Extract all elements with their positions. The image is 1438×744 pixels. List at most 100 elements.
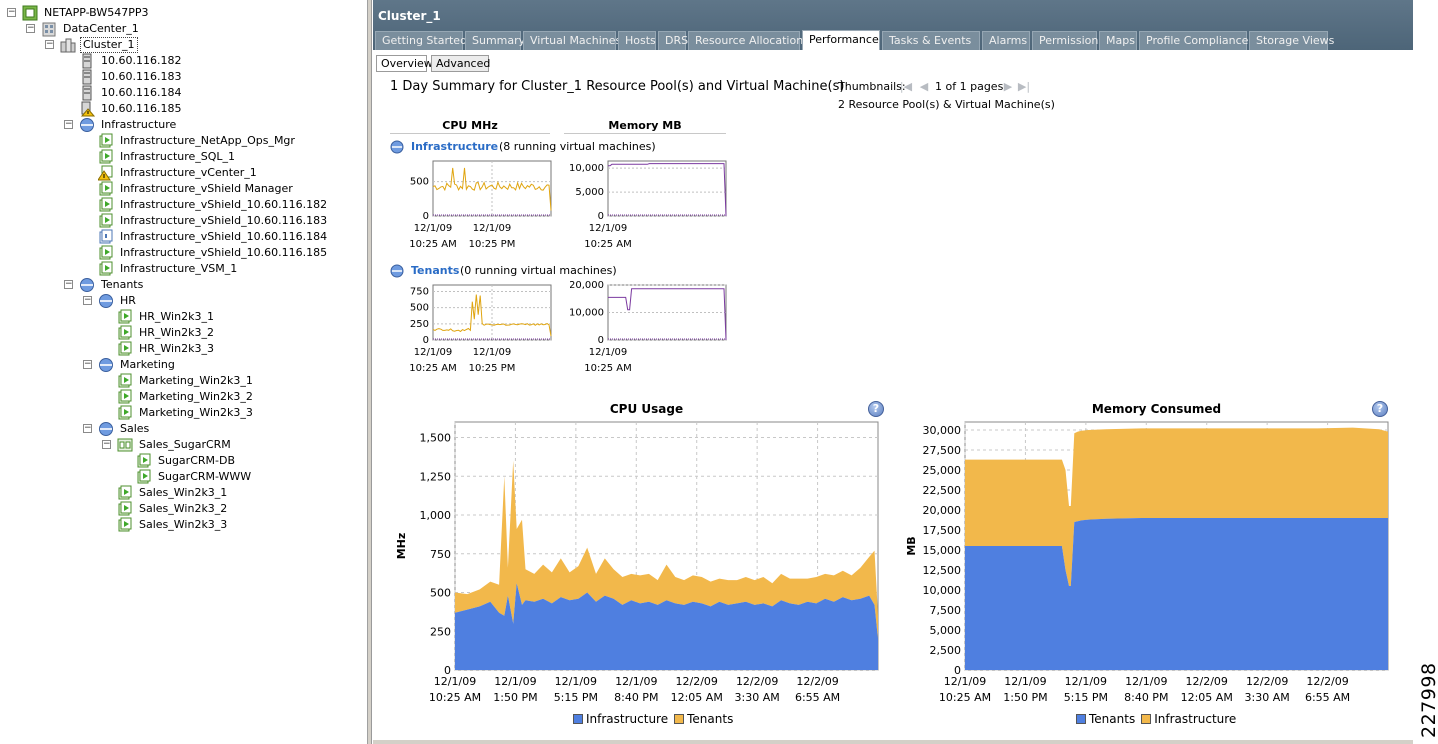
resource-pool-icon — [79, 277, 95, 293]
collapse-toggle-icon[interactable]: − — [83, 423, 92, 433]
tree-node-cluster[interactable]: − Cluster_1 — [0, 37, 366, 53]
y-tick-label: 5,000 — [930, 624, 962, 637]
tab-maps[interactable]: Maps — [1099, 31, 1137, 50]
tree-node-vm[interactable]: Infrastructure_SQL_1 — [0, 149, 366, 165]
tree-node-vm[interactable]: Marketing_Win2k3_3 — [0, 405, 366, 421]
y-tick-label: 500 — [430, 587, 451, 600]
tab-performance[interactable]: Performance — [802, 30, 880, 50]
tree-node-vm[interactable]: Sales_Win2k3_3 — [0, 517, 366, 533]
memory-consumed-chart[interactable]: Memory Consumed 0 2,500 5,000 7,500 10,000 12,… — [903, 400, 1398, 708]
prev-page-icon[interactable]: ◀ — [919, 80, 929, 93]
inventory-tree[interactable]: − NETAPP-BW547PP3− DataCenter_1− Cluster_1 1… — [0, 0, 368, 744]
tree-node-vm[interactable]: Sales_Win2k3_2 — [0, 501, 366, 517]
legend-swatch — [674, 714, 685, 724]
tree-node-vm[interactable]: Marketing_Win2k3_2 — [0, 389, 366, 405]
host-warning-icon — [79, 101, 96, 117]
tab-virtual-machines[interactable]: Virtual Machines — [523, 31, 621, 50]
virtual-machine-icon — [98, 181, 114, 197]
tree-node-vapp[interactable]: − Sales_SugarCRM — [0, 437, 366, 453]
virtual-machine-icon — [136, 469, 152, 485]
tab-storage-views[interactable]: Storage Views — [1249, 31, 1334, 50]
mini-cpu-chart-infrastructure[interactable]: 500 0 12/1/09 10:25 AM 12/1/09 10:25 PM — [395, 156, 555, 259]
tree-node-vm[interactable]: SugarCRM-DB — [0, 453, 366, 469]
mini-cpu-chart-tenants[interactable]: 750 500 250 0 12/1/09 10:25 AM 12/1/09 10:25 PM — [395, 280, 555, 383]
tree-node-label: Infrastructure_VSM_1 — [120, 262, 238, 275]
memory-column-header: Memory MB — [564, 119, 726, 134]
collapse-toggle-icon[interactable]: − — [64, 119, 73, 129]
tree-node-vm[interactable]: Infrastructure_vShield_10.60.116.184 — [0, 229, 366, 245]
collapse-toggle-icon[interactable]: − — [83, 359, 92, 369]
x-tick-time: 3:30 AM — [1245, 691, 1290, 704]
pool-desc-infrastructure: (8 running virtual machines) — [499, 140, 656, 153]
tab-tasks-events[interactable]: Tasks & Events — [882, 31, 980, 50]
cpu-help-icon[interactable]: ? — [868, 401, 884, 417]
tree-node-vm[interactable]: Infrastructure_vShield_10.60.116.182 — [0, 197, 366, 213]
virtual-machine-icon — [98, 213, 114, 229]
overview-button[interactable]: Overview — [376, 55, 433, 72]
collapse-toggle-icon[interactable]: − — [7, 7, 16, 17]
collapse-toggle-icon[interactable]: − — [102, 439, 111, 449]
collapse-toggle-icon[interactable]: − — [26, 23, 35, 33]
tree-node-label: Infrastructure_vShield Manager — [120, 182, 293, 195]
tree-node-vm[interactable]: SugarCRM-WWW — [0, 469, 366, 485]
tree-node-vm[interactable]: Infrastructure_vShield Manager — [0, 181, 366, 197]
mini-memory-chart-infrastructure[interactable]: 10,000 5,000 0 12/1/09 10:25 AM — [569, 156, 730, 259]
tree-node-label: SugarCRM-WWW — [158, 470, 252, 483]
tree-node-vm[interactable]: Infrastructure_vShield_10.60.116.185 — [0, 245, 366, 261]
tree-node-vm[interactable]: Infrastructure_NetApp_Ops_Mgr — [0, 133, 366, 149]
memory-help-icon[interactable]: ? — [1372, 401, 1388, 417]
tree-node-infrastructure[interactable]: − Infrastructure — [0, 117, 366, 133]
memory-trend-line — [608, 288, 727, 341]
tab-alarms[interactable]: Alarms — [982, 31, 1030, 50]
tree-node-hr[interactable]: − HR — [0, 293, 366, 309]
last-page-icon[interactable]: ▶| — [1017, 80, 1031, 93]
tab-permissions[interactable]: Permissions — [1032, 31, 1104, 50]
pool-link-infrastructure[interactable]: Infrastructure — [411, 140, 499, 153]
tree-node-vm[interactable]: Infrastructure_vShield_10.60.116.183 — [0, 213, 366, 229]
tree-node-tenants[interactable]: − Tenants — [0, 277, 366, 293]
tree-node-vm[interactable]: HR_Win2k3_3 — [0, 341, 366, 357]
pool-link-tenants[interactable]: Tenants — [411, 264, 460, 277]
tree-node-vm[interactable]: Marketing_Win2k3_1 — [0, 373, 366, 389]
mini-tick-label: 500 — [410, 177, 429, 188]
tree-node-vm[interactable]: HR_Win2k3_1 — [0, 309, 366, 325]
pane-splitter[interactable] — [368, 0, 372, 744]
y-tick-label: 0 — [954, 664, 961, 677]
tree-node-vm[interactable]: HR_Win2k3_2 — [0, 325, 366, 341]
resource-pool-icon — [98, 357, 114, 373]
x-tick-date: 12/2/09 — [796, 675, 838, 688]
tab-profile-compliance[interactable]: Profile Compliance — [1139, 31, 1248, 50]
y-tick-label: 22,500 — [923, 484, 962, 497]
tree-node-vm[interactable]: Infrastructure_VSM_1 — [0, 261, 366, 277]
mini-time-label: 10:25 AM — [584, 363, 631, 374]
tab-summary[interactable]: Summary — [465, 31, 525, 50]
next-page-icon[interactable]: ▶ — [1003, 80, 1013, 93]
tree-node-host[interactable]: 10.60.116.182 — [0, 53, 366, 69]
mini-memory-chart-tenants[interactable]: 20,000 10,000 0 12/1/09 10:25 AM — [569, 280, 730, 383]
tree-node-host[interactable]: 10.60.116.183 — [0, 69, 366, 85]
tree-node-host[interactable]: 10.60.116.185 — [0, 101, 366, 117]
legend-label: Infrastructure — [586, 712, 669, 726]
tree-node-vm[interactable]: Sales_Win2k3_1 — [0, 485, 366, 501]
virtual-machine-icon — [117, 517, 133, 533]
tree-node-datacenter[interactable]: − DataCenter_1 — [0, 21, 366, 37]
collapse-toggle-icon[interactable]: − — [45, 39, 54, 49]
tree-node-label: Marketing_Win2k3_1 — [139, 374, 253, 387]
tree-node-marketing[interactable]: − Marketing — [0, 357, 366, 373]
cpu-usage-chart[interactable]: CPU Usage 0 250 500 750 1,000 1,250 1,500 12/1/0… — [393, 400, 888, 708]
tab-hosts[interactable]: Hosts — [618, 31, 656, 50]
tab-drs[interactable]: DRS — [658, 31, 688, 50]
virtual-machine-icon — [117, 309, 133, 325]
advanced-button[interactable]: Advanced — [431, 55, 490, 72]
tab-resource-allocation[interactable]: Resource Allocation — [688, 31, 803, 50]
tree-node-vcenter[interactable]: − NETAPP-BW547PP3 — [0, 5, 366, 21]
tree-node-vm[interactable]: Infrastructure_vCenter_1 — [0, 165, 366, 181]
virtual-machine-icon — [117, 405, 133, 421]
virtual-machine-icon — [98, 229, 114, 245]
collapse-toggle-icon[interactable]: − — [83, 295, 92, 305]
first-page-icon[interactable]: |◀ — [899, 80, 913, 93]
tree-node-host[interactable]: 10.60.116.184 — [0, 85, 366, 101]
collapse-toggle-icon[interactable]: − — [64, 279, 73, 289]
tab-getting-started[interactable]: Getting Started — [375, 31, 467, 50]
tree-node-sales[interactable]: − Sales — [0, 421, 366, 437]
